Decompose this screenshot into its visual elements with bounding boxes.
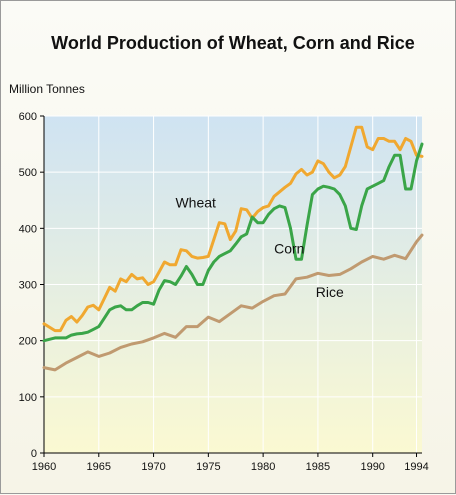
y-axis-label: Million Tonnes	[9, 82, 85, 96]
y-tick-label: 300	[19, 280, 37, 292]
y-tick-label: 600	[19, 111, 37, 123]
x-tick-label: 1970	[141, 461, 165, 473]
tick-labels: 0 100 200 300 400 500 600 1960 1965 1970 1975 1980 1…	[19, 111, 429, 473]
y-tick-label: 400	[19, 223, 37, 235]
x-tick-label: 1980	[251, 461, 275, 473]
series-label-wheat: Wheat	[175, 195, 216, 211]
series-line-wheat	[42, 125, 424, 333]
y-tick-label: 0	[31, 448, 37, 460]
series-labels: Wheat Corn Rice	[175, 195, 343, 300]
x-tick-label: 1985	[306, 461, 330, 473]
y-tick-label: 200	[19, 336, 37, 348]
x-tick-label: 1965	[87, 461, 111, 473]
y-tick-label: 500	[19, 167, 37, 179]
x-tick-label: 1990	[360, 461, 384, 473]
series-line-corn	[42, 142, 424, 343]
series-label-rice: Rice	[316, 284, 344, 300]
y-tick-label: 100	[19, 392, 37, 404]
series-line-rice	[42, 233, 424, 372]
gridlines	[44, 115, 422, 453]
x-tick-label: 1994	[404, 461, 428, 473]
series-label-corn: Corn	[274, 241, 304, 257]
series-lines	[42, 125, 424, 372]
x-tick-label: 1960	[32, 461, 56, 473]
chart-title: World Production of Wheat, Corn and Rice	[51, 33, 415, 53]
x-tick-label: 1975	[196, 461, 220, 473]
axes	[40, 115, 422, 457]
